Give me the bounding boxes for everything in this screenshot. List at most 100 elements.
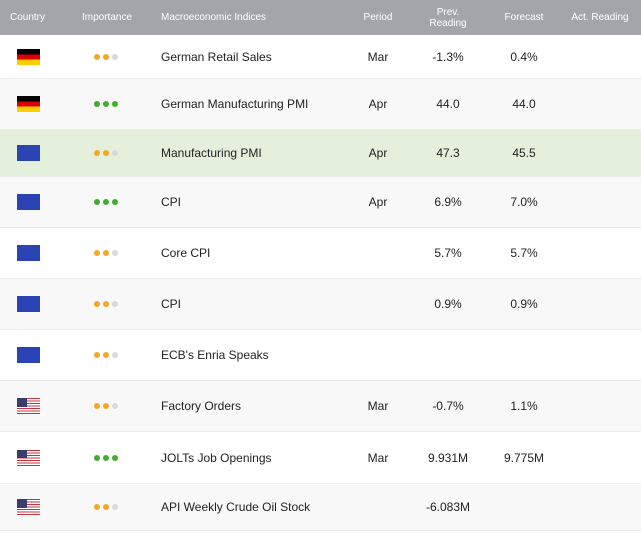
table-row[interactable]: ECB's Enria Speaks <box>0 330 641 381</box>
importance-dot-icon <box>112 352 118 358</box>
importance-dot-icon <box>94 53 100 60</box>
prev-reading-cell: 5.7% <box>434 246 462 260</box>
forecast-cell: 1.1% <box>510 399 538 413</box>
eu-flag-icon <box>17 347 40 363</box>
actual-reading-cell <box>565 381 635 431</box>
importance-dot-icon <box>103 53 109 60</box>
importance-dot-icon <box>103 199 109 205</box>
table-row[interactable]: Manufacturing PMI Apr 47.3 45.5 <box>0 130 641 177</box>
header-period[interactable]: Period <box>363 12 393 23</box>
importance-dot-icon <box>94 150 100 156</box>
index-name: JOLTs Job Openings <box>161 450 272 465</box>
header-importance[interactable]: Importance <box>82 12 133 23</box>
importance-dot-icon <box>94 101 100 107</box>
germany-flag-icon <box>17 48 40 65</box>
importance-dot-icon <box>112 250 118 256</box>
period-cell: Apr <box>368 195 388 209</box>
importance-dot-icon <box>103 250 109 256</box>
period-cell <box>348 279 408 329</box>
header-prev-reading[interactable]: Prev. Reading <box>418 0 478 35</box>
importance-dot-icon <box>103 301 109 307</box>
importance-dots <box>94 199 118 205</box>
actual-reading-cell <box>565 130 635 176</box>
importance-dot-icon <box>112 101 118 107</box>
actual-reading-cell <box>565 432 635 483</box>
forecast-cell: 0.9% <box>510 297 538 311</box>
table-row[interactable]: CPI Apr 6.9% 7.0% <box>0 177 641 228</box>
period-cell <box>348 330 408 380</box>
prev-reading-cell: -6.083M <box>425 500 471 514</box>
prev-reading-cell: 6.9% <box>434 195 462 209</box>
importance-dots <box>94 250 118 256</box>
forecast-cell: 44.0 <box>512 97 536 111</box>
importance-dot-icon <box>94 301 100 307</box>
importance-dot-icon <box>103 352 109 358</box>
index-name: Factory Orders <box>161 399 242 413</box>
usa-flag-icon <box>17 449 40 466</box>
table-body: German Retail Sales Mar -1.3% 0.4% German Ma… <box>0 35 641 531</box>
table-header: Country Importance Macroeconomic Indices… <box>0 0 641 35</box>
header-prev-line2: Reading <box>429 17 467 29</box>
eu-flag-icon <box>17 296 40 312</box>
prev-reading-cell: 47.3 <box>436 146 460 160</box>
importance-dots <box>94 53 118 60</box>
table-row[interactable]: German Retail Sales Mar -1.3% 0.4% <box>0 35 641 79</box>
importance-dot-icon <box>94 250 100 256</box>
period-cell: Mar <box>367 399 389 413</box>
forecast-cell: 0.4% <box>510 49 538 64</box>
header-forecast[interactable]: Forecast <box>504 12 544 23</box>
importance-dot-icon <box>94 352 100 358</box>
actual-reading-cell <box>565 330 635 380</box>
prev-reading-cell: -1.3% <box>432 49 464 64</box>
importance-dot-icon <box>112 53 118 60</box>
prev-reading-cell <box>418 330 478 380</box>
index-name: API Weekly Crude Oil Stock <box>161 500 311 514</box>
period-cell: Mar <box>367 450 389 465</box>
actual-reading-cell <box>565 228 635 278</box>
index-name: German Manufacturing PMI <box>161 97 309 111</box>
forecast-cell <box>494 484 554 530</box>
importance-dot-icon <box>112 199 118 205</box>
importance-dots <box>94 403 118 409</box>
table-row[interactable]: German Manufacturing PMI Apr 44.0 44.0 <box>0 79 641 130</box>
header-actual[interactable]: Act. Reading <box>571 12 629 23</box>
table-row[interactable]: Core CPI 5.7% 5.7% <box>0 228 641 279</box>
usa-flag-icon <box>17 499 40 515</box>
header-country[interactable]: Country <box>10 12 46 23</box>
importance-dots <box>94 504 118 510</box>
header-prev-line1: Prev. <box>436 6 460 18</box>
prev-reading-cell: 9.931M <box>427 450 469 465</box>
forecast-cell: 45.5 <box>512 146 536 160</box>
table-row[interactable]: Factory Orders Mar -0.7% 1.1% <box>0 381 641 432</box>
table-row[interactable]: API Weekly Crude Oil Stock -6.083M <box>0 484 641 531</box>
actual-reading-cell <box>565 484 635 530</box>
actual-reading-cell <box>565 279 635 329</box>
header-indices[interactable]: Macroeconomic Indices <box>161 12 267 23</box>
importance-dot-icon <box>103 150 109 156</box>
actual-reading-cell <box>565 35 635 78</box>
importance-dot-icon <box>112 403 118 409</box>
germany-flag-icon <box>17 96 40 112</box>
importance-dot-icon <box>103 101 109 107</box>
index-name: CPI <box>161 195 182 209</box>
index-name: Core CPI <box>161 246 211 260</box>
actual-reading-cell <box>565 177 635 227</box>
eu-flag-icon <box>17 145 40 161</box>
importance-dot-icon <box>103 504 109 510</box>
index-name: Manufacturing PMI <box>161 146 262 160</box>
table-row[interactable]: JOLTs Job Openings Mar 9.931M 9.775M <box>0 432 641 484</box>
importance-dots <box>94 352 118 358</box>
prev-reading-cell: 0.9% <box>434 297 462 311</box>
importance-dot-icon <box>94 454 100 461</box>
index-name: CPI <box>161 297 182 311</box>
period-cell <box>348 228 408 278</box>
actual-reading-cell <box>565 79 635 129</box>
table-row[interactable]: CPI 0.9% 0.9% <box>0 279 641 330</box>
importance-dots <box>94 454 118 461</box>
importance-dot-icon <box>103 454 109 461</box>
importance-dot-icon <box>112 454 118 461</box>
importance-dot-icon <box>112 301 118 307</box>
forecast-cell: 9.775M <box>503 450 545 465</box>
period-cell: Mar <box>367 49 389 64</box>
